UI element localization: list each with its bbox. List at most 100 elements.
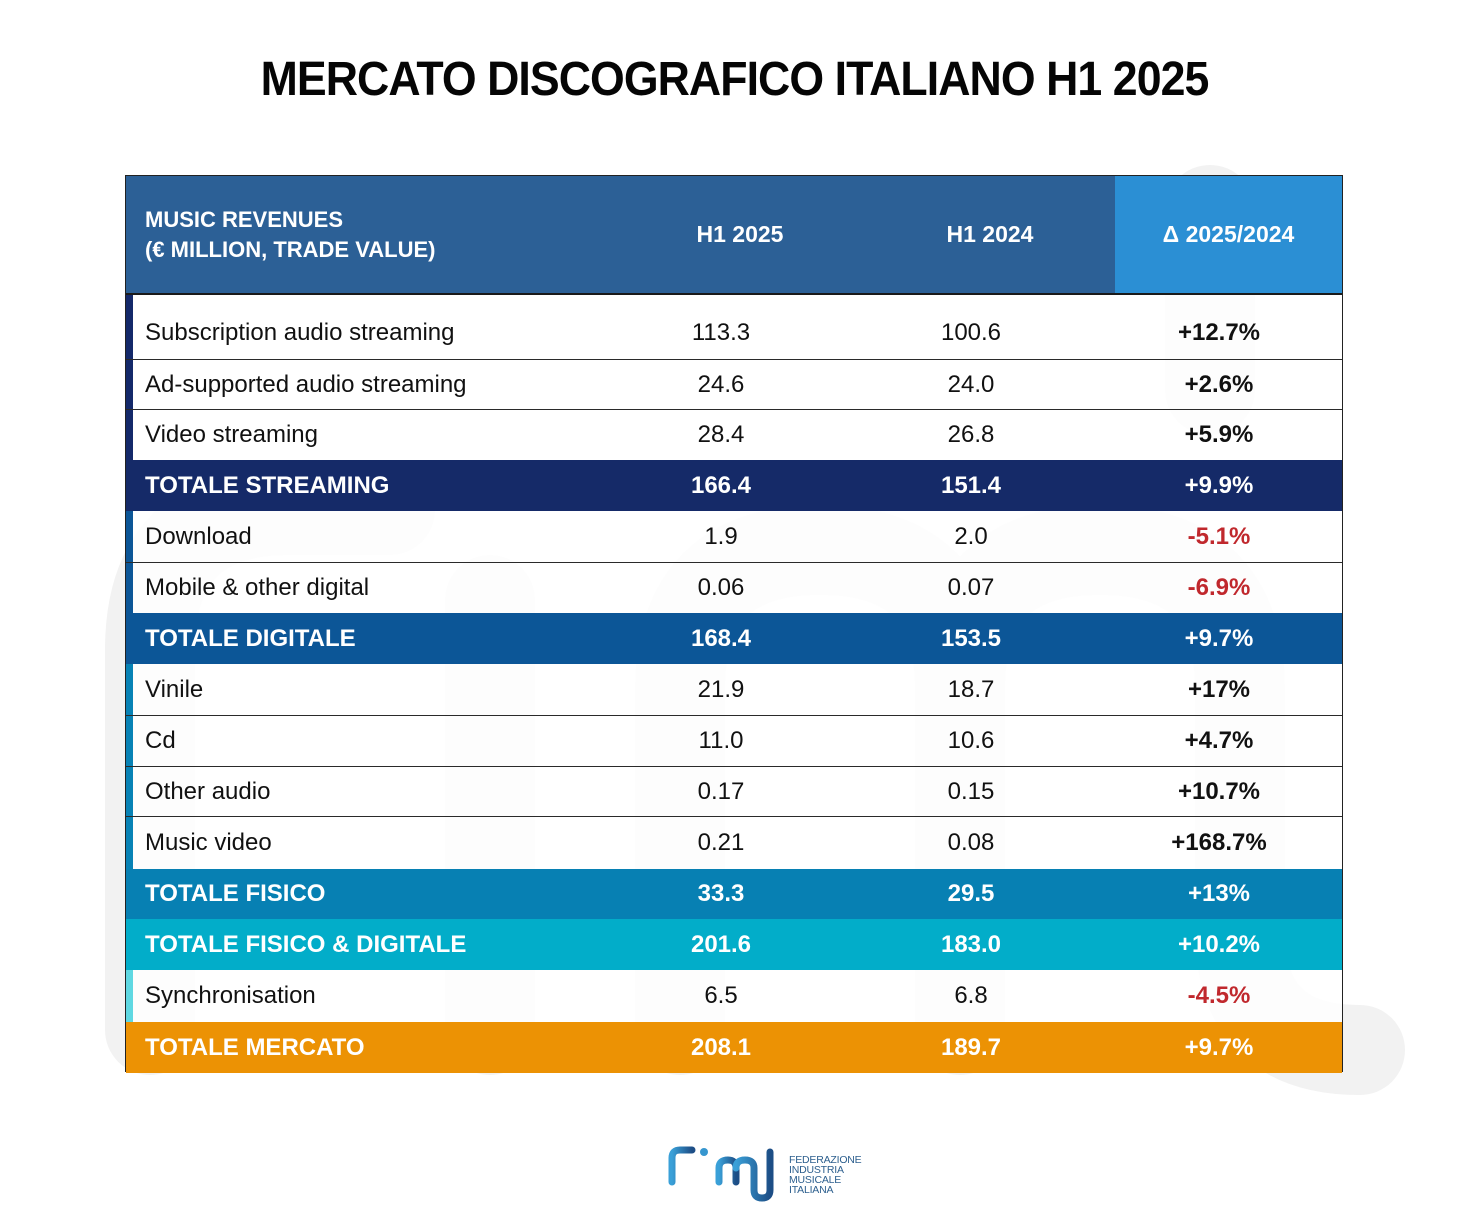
logo-line1: FEDERAZIONE bbox=[789, 1154, 862, 1166]
value-h1-2025: 0.17 bbox=[697, 777, 745, 805]
value-delta: -5.1% bbox=[1187, 522, 1251, 550]
table-row: Video streaming 28.4 26.8 +5.9% bbox=[126, 409, 1342, 460]
row-accent-bar bbox=[126, 511, 133, 562]
table-row: Subscription audio streaming 113.3 100.6 +1… bbox=[126, 295, 1342, 359]
row-accent-bar bbox=[126, 563, 133, 613]
revenue-table: MUSIC REVENUES (€ MILLION, TRADE VALUE) … bbox=[125, 175, 1343, 1073]
value-h1-2024: 189.7 bbox=[940, 1033, 1002, 1061]
row-label: TOTALE STREAMING bbox=[145, 471, 390, 499]
table-body: Subscription audio streaming 113.3 100.6 +1… bbox=[126, 295, 1342, 1073]
value-h1-2025: 0.06 bbox=[697, 574, 745, 601]
value-h1-2025: 208.1 bbox=[690, 1033, 752, 1061]
row-accent-bar bbox=[126, 767, 133, 816]
value-delta: +10.7% bbox=[1177, 777, 1261, 805]
value-h1-2024: 153.5 bbox=[940, 624, 1002, 652]
value-delta: +10.2% bbox=[1177, 930, 1261, 958]
row-label: Video streaming bbox=[145, 421, 318, 448]
table-row: Vinile 21.9 18.7 +17% bbox=[126, 664, 1342, 715]
logo-dot bbox=[700, 1148, 708, 1156]
value-delta: +4.7% bbox=[1184, 727, 1254, 754]
logo-line4: ITALIANA bbox=[789, 1184, 834, 1196]
value-delta: +9.9% bbox=[1184, 471, 1254, 499]
value-h1-2025: 21.9 bbox=[697, 675, 745, 703]
table-row: Music video 0.21 0.08 +168.7% bbox=[126, 816, 1342, 869]
value-h1-2025: 168.4 bbox=[690, 624, 752, 652]
value-delta: +9.7% bbox=[1184, 624, 1254, 652]
row-label: Mobile & other digital bbox=[145, 574, 370, 601]
row-label: Ad-supported audio streaming bbox=[145, 370, 467, 398]
value-h1-2025: 6.5 bbox=[704, 982, 738, 1009]
table-row: Synchronisation 6.5 6.8 -4.5% bbox=[126, 970, 1342, 1022]
header-label-cell: MUSIC REVENUES (€ MILLION, TRADE VALUE) bbox=[126, 176, 615, 293]
row-accent-bar bbox=[126, 716, 133, 766]
value-h1-2024: 0.08 bbox=[947, 829, 995, 856]
row-label: Download bbox=[145, 522, 252, 550]
value-h1-2024: 0.15 bbox=[947, 777, 995, 805]
total-row: TOTALE FISICO 33.3 29.5 +13% bbox=[126, 869, 1342, 919]
value-h1-2024: 10.6 bbox=[947, 727, 995, 754]
row-label: Vinile bbox=[145, 675, 204, 703]
value-delta: +5.9% bbox=[1184, 421, 1254, 448]
row-label: Other audio bbox=[145, 777, 271, 805]
row-label: Music video bbox=[145, 829, 272, 856]
total-row: TOTALE MERCATO 208.1 189.7 +9.7% bbox=[126, 1022, 1342, 1073]
header-label-line1: MUSIC REVENUES bbox=[145, 206, 344, 232]
value-delta: +168.7% bbox=[1171, 829, 1267, 856]
value-delta: +2.6% bbox=[1184, 370, 1254, 398]
value-delta: -4.5% bbox=[1187, 982, 1251, 1009]
value-h1-2025: 24.6 bbox=[697, 370, 745, 398]
table-row: Ad-supported audio streaming 24.6 24.0 +2.6… bbox=[126, 359, 1342, 409]
row-label: TOTALE FISICO & DIGITALE bbox=[145, 930, 467, 958]
row-label: Synchronisation bbox=[145, 982, 316, 1009]
logo-caption: FEDERAZIONE INDUSTRIA MUSICALE ITALIANA bbox=[789, 1154, 862, 1196]
table-row: Other audio 0.17 0.15 +10.7% bbox=[126, 766, 1342, 816]
table-header: MUSIC REVENUES (€ MILLION, TRADE VALUE) … bbox=[126, 176, 1342, 295]
row-accent-bar bbox=[126, 817, 133, 869]
value-h1-2024: 24.0 bbox=[947, 370, 995, 398]
value-h1-2024: 26.8 bbox=[947, 421, 995, 448]
total-row: TOTALE FISICO & DIGITALE 201.6 183.0 +10.2% bbox=[126, 919, 1342, 970]
header-h1-2024: H1 2024 bbox=[865, 176, 1115, 293]
value-h1-2024: 183.0 bbox=[940, 930, 1002, 958]
total-row: TOTALE DIGITALE 168.4 153.5 +9.7% bbox=[126, 613, 1342, 664]
value-h1-2025: 28.4 bbox=[697, 421, 745, 448]
value-delta: +12.7% bbox=[1177, 319, 1261, 346]
row-label: Cd bbox=[145, 727, 176, 754]
row-accent-bar bbox=[126, 410, 133, 460]
value-h1-2025: 166.4 bbox=[690, 471, 752, 499]
value-h1-2025: 113.3 bbox=[691, 319, 751, 346]
row-accent-bar bbox=[126, 664, 133, 715]
value-h1-2024: 0.07 bbox=[947, 574, 995, 601]
row-accent-bar bbox=[126, 970, 133, 1022]
header-label-line2: (€ MILLION, TRADE VALUE) bbox=[145, 236, 436, 262]
value-delta: +9.7% bbox=[1184, 1033, 1254, 1061]
value-h1-2024: 6.8 bbox=[954, 982, 988, 1009]
logo-line3: MUSICALE bbox=[789, 1174, 842, 1186]
row-label: TOTALE MERCATO bbox=[145, 1033, 365, 1061]
value-h1-2024: 100.6 bbox=[940, 319, 1002, 346]
row-accent-bar bbox=[126, 295, 133, 359]
total-row: TOTALE STREAMING 166.4 151.4 +9.9% bbox=[126, 460, 1342, 511]
table-row: Mobile & other digital 0.06 0.07 -6.9% bbox=[126, 562, 1342, 613]
logo-line2: INDUSTRIA bbox=[789, 1164, 844, 1176]
value-h1-2024: 18.7 bbox=[947, 675, 995, 703]
page-title: MERCATO DISCOGRAFICO ITALIANO H1 2025 bbox=[260, 53, 1210, 106]
value-h1-2025: 0.21 bbox=[697, 829, 745, 856]
table-row: Download 1.9 2.0 -5.1% bbox=[126, 511, 1342, 562]
value-delta: +13% bbox=[1187, 880, 1251, 907]
header-delta: Δ 2025/2024 bbox=[1115, 176, 1342, 293]
value-h1-2025: 11.0 bbox=[698, 727, 744, 754]
row-accent-bar bbox=[126, 360, 133, 409]
fimi-logo bbox=[668, 1146, 774, 1202]
row-label: Subscription audio streaming bbox=[145, 319, 455, 346]
value-h1-2024: 29.5 bbox=[947, 880, 995, 907]
value-h1-2025: 33.3 bbox=[697, 880, 745, 907]
value-h1-2024: 2.0 bbox=[954, 522, 988, 550]
value-delta: +17% bbox=[1187, 675, 1251, 703]
row-label: TOTALE DIGITALE bbox=[145, 624, 356, 652]
value-h1-2025: 201.6 bbox=[690, 930, 752, 958]
row-label: TOTALE FISICO bbox=[145, 880, 326, 907]
table-row: Cd 11.0 10.6 +4.7% bbox=[126, 715, 1342, 766]
value-h1-2024: 151.4 bbox=[940, 471, 1002, 499]
header-h1-2025: H1 2025 bbox=[615, 176, 865, 293]
